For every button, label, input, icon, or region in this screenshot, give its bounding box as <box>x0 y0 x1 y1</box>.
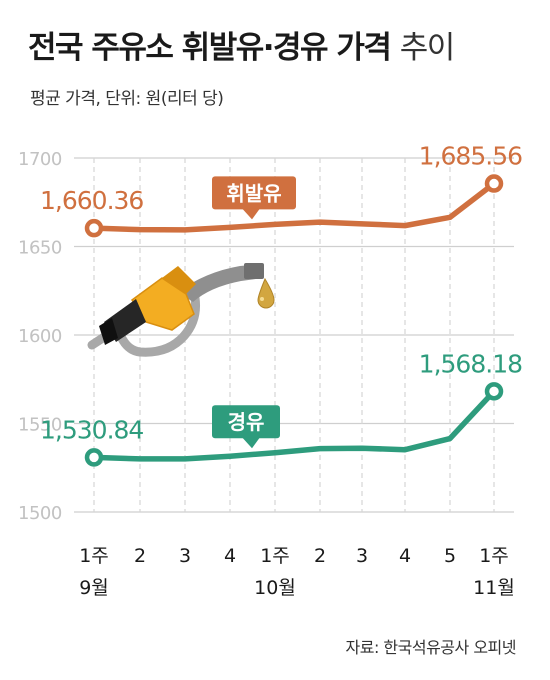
fuel-nozzle-icon <box>87 263 275 357</box>
y-tick-label: 1550 <box>18 415 62 436</box>
x-month-label: 11월 <box>473 577 515 599</box>
callout-box <box>212 176 296 210</box>
x-tick-label: 3 <box>356 545 368 567</box>
last-value-label: 1,685.56 <box>419 142 522 171</box>
series-end-point <box>484 174 504 193</box>
first-value-label: 1,530.84 <box>40 415 143 444</box>
x-tick-label: 5 <box>444 545 456 567</box>
y-tick-label: 1650 <box>18 238 62 259</box>
x-month-label: 10월 <box>254 577 296 599</box>
x-tick-label: 4 <box>224 545 236 567</box>
last-value-label: 1,568.18 <box>419 349 522 378</box>
series-end-point <box>484 382 504 401</box>
y-tick-label: 1600 <box>18 326 62 347</box>
x-tick-label: 1주 <box>260 545 290 567</box>
title-suffix: 추이 <box>399 30 456 66</box>
x-tick-label: 2 <box>314 545 326 567</box>
series-name-label: 경유 <box>228 410 265 434</box>
y-tick-label: 1700 <box>18 149 62 170</box>
series-name-label: 휘발유 <box>226 181 281 205</box>
title-main: 전국 주유소 휘발유·경유 가격 <box>28 30 392 66</box>
series <box>84 174 504 467</box>
source-note: 자료: 한국석유공사 오피넷 <box>345 638 517 657</box>
callout-pointer <box>242 437 260 449</box>
x-month-label: 9월 <box>79 577 109 599</box>
series-callout: 휘발유 <box>212 176 296 220</box>
series-start-point <box>84 218 104 238</box>
x-tick-label: 1주 <box>479 545 509 567</box>
x-axis-ticks: 1주 2 3 4 1주 2 3 4 5 1주 9월 10월 11월 <box>79 545 515 599</box>
x-tick-label: 3 <box>179 545 191 567</box>
callout-pointer <box>242 208 260 220</box>
grid <box>74 157 514 513</box>
callout-box <box>212 405 280 439</box>
x-tick-label: 2 <box>134 545 146 567</box>
data-labels: 1,660.36 1,685.56 휘발유 1,530.84 1,568.18 경유 <box>40 142 523 449</box>
series-callout: 경유 <box>212 405 280 449</box>
first-value-label: 1,660.36 <box>40 186 143 215</box>
x-tick-label: 1주 <box>79 545 109 567</box>
series-start-point <box>84 448 104 467</box>
series-line-2 <box>91 388 497 462</box>
chart-title: 전국 주유소 휘발유·경유 가격 추이 <box>28 22 456 67</box>
chart-subtitle: 평균 가격, 단위: 원(리터 당) <box>30 89 224 109</box>
y-tick-label: 1500 <box>18 503 62 524</box>
y-axis-ticks: 1500 1550 1600 1650 1700 <box>18 149 62 524</box>
series-line-1 <box>91 180 497 233</box>
x-tick-label: 4 <box>399 545 411 567</box>
